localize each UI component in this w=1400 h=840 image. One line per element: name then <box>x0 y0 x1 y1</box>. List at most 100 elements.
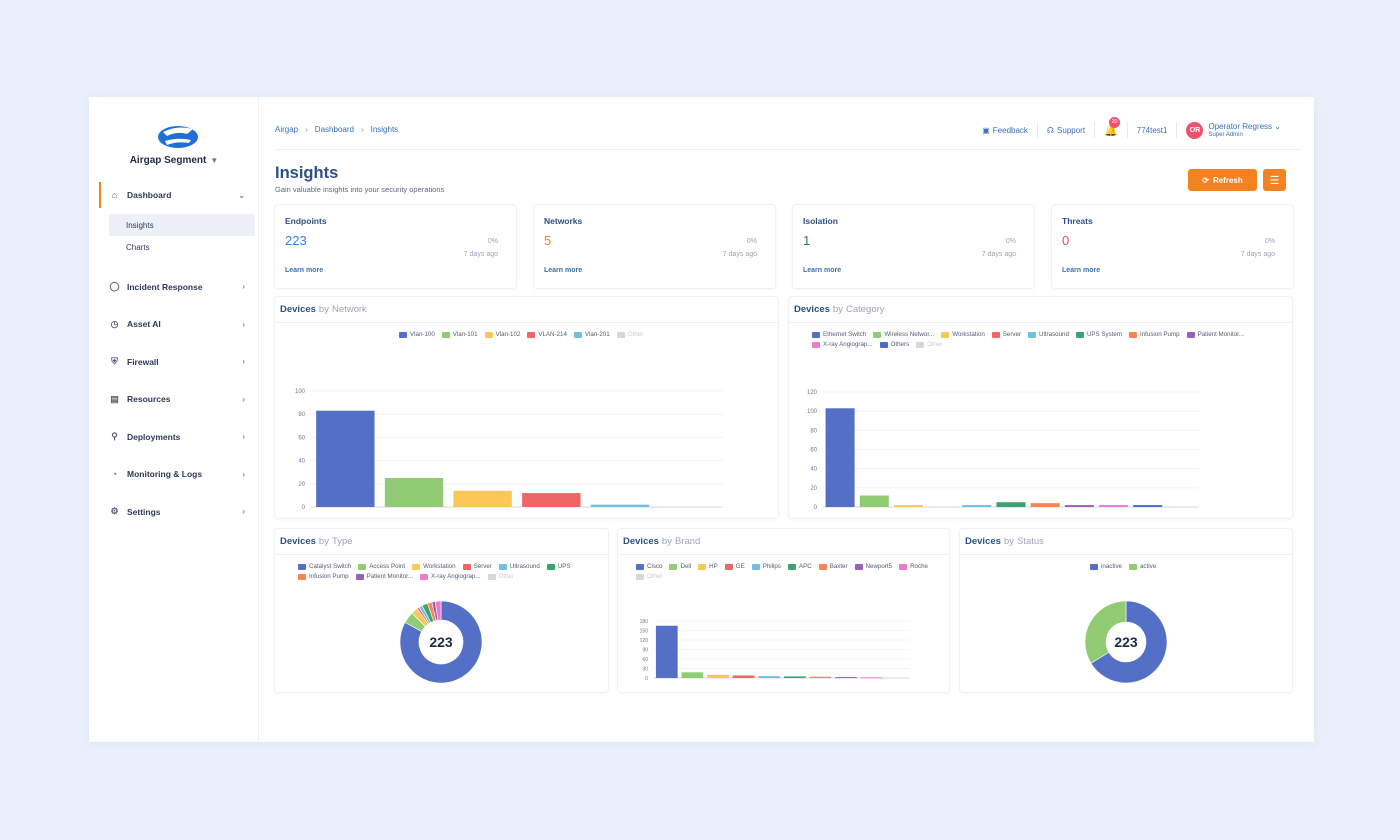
chart-legend: Cisco Dell HP GE Philips APC Baxter Newport5 Roc… <box>636 563 941 580</box>
legend-item[interactable]: GE <box>724 563 745 570</box>
header-divider <box>275 149 1302 150</box>
learn-more-link[interactable]: Learn more <box>544 267 583 274</box>
sidebar-item-firewall[interactable]: ⛨ Firewall › <box>99 343 255 381</box>
sidebar-item-monitoring-logs[interactable]: ◔ Monitoring & Logs › <box>99 456 255 494</box>
legend-item[interactable]: UPS <box>546 563 571 570</box>
breadcrumb-insights[interactable]: Insights <box>370 125 399 134</box>
legend-item[interactable]: Patient Monitor... <box>1186 331 1244 338</box>
legend-item[interactable]: Other <box>636 573 662 580</box>
legend-label: Other <box>627 331 644 338</box>
y-tick-label: 150 <box>640 629 649 635</box>
legend-item[interactable]: Server <box>462 563 492 570</box>
legend-label: Cisco <box>647 563 663 570</box>
chart-devices-by-category: 0 20 40 60 80 100 120 <box>807 390 1199 511</box>
legend-item[interactable]: Infusion Pump <box>1129 331 1180 338</box>
sidebar: Airgap Segment ▼ ⌂ Dashboard ⌄ Insights C… <box>89 97 259 742</box>
legend-item[interactable]: inactive <box>1090 563 1122 570</box>
legend-item[interactable]: APC <box>787 563 812 570</box>
legend-swatch <box>1128 563 1137 570</box>
refresh-icon: ⟳ <box>1202 175 1209 185</box>
panel-title: Devices by Network <box>280 304 367 315</box>
sidebar-item-label: Incident Response <box>127 281 203 292</box>
legend-item[interactable]: X-ray Angiograp... <box>812 341 873 348</box>
legend-item[interactable]: Philips <box>751 563 781 570</box>
sidebar-item-resources[interactable]: ▤ Resources › <box>99 381 255 419</box>
sidebar-subitem-insights[interactable]: Insights <box>109 214 255 236</box>
stat-change: 0% <box>746 238 757 245</box>
sidebar-item-settings[interactable]: ⚙ Settings › <box>99 493 255 531</box>
y-tick-label: 0 <box>814 505 818 511</box>
legend-item[interactable]: Vlan-101 <box>441 331 478 338</box>
support-button[interactable]: ☊ Support <box>1038 122 1096 138</box>
legend-swatch <box>358 563 367 570</box>
y-tick-label: 120 <box>807 390 818 396</box>
legend-item[interactable]: Baxter <box>818 563 848 570</box>
legend-item[interactable]: Ethernet Switch <box>812 331 866 338</box>
legend-item[interactable]: Catalyst Switch <box>298 563 351 570</box>
learn-more-link[interactable]: Learn more <box>1062 267 1101 274</box>
legend-item[interactable]: HP <box>698 563 718 570</box>
sidebar-item-incident-response[interactable]: ◯ Incident Response › <box>99 268 255 306</box>
legend-label: Philips <box>762 563 781 570</box>
tenant-label[interactable]: 774test1 <box>1128 122 1178 138</box>
stat-label: Endpoints <box>285 216 327 226</box>
sidebar-item-dashboard[interactable]: ⌂ Dashboard ⌄ <box>99 182 255 208</box>
legend-item[interactable]: Wireless Networ... <box>873 331 934 338</box>
legend-item[interactable]: Dell <box>669 563 691 570</box>
legend-item[interactable]: Infusion Pump <box>298 573 349 580</box>
breadcrumb-dashboard[interactable]: Dashboard <box>314 125 354 134</box>
legend-item[interactable]: Vlan-201 <box>573 331 610 338</box>
legend-item[interactable]: Other <box>616 331 644 338</box>
legend-item[interactable]: Vlan-100 <box>399 331 435 338</box>
legend-label: UPS <box>557 563 571 570</box>
learn-more-link[interactable]: Learn more <box>803 267 842 274</box>
legend-item[interactable]: X-ray Angiograp... <box>420 573 481 580</box>
sidebar-item-asset-ai[interactable]: ◷ Asset AI › <box>99 306 255 344</box>
notification-count-badge: 20 <box>1109 116 1121 128</box>
legend-swatch <box>818 563 827 570</box>
bar-ultrasound <box>962 505 992 507</box>
feedback-button[interactable]: ▣ Feedback <box>973 122 1038 138</box>
legend-item[interactable]: Workstation <box>412 563 456 570</box>
refresh-button[interactable]: ⟳ Refresh <box>1188 169 1257 191</box>
legend-item[interactable]: Ultrasound <box>498 563 540 570</box>
legend-item[interactable]: Other <box>487 573 514 580</box>
user-menu[interactable]: OR Operator Regress ⌄ Super Admin <box>1177 119 1290 141</box>
legend-item[interactable]: VLAN-214 <box>527 331 567 338</box>
notifications-button[interactable]: 🔔 20 <box>1095 116 1128 138</box>
brand-logo-icon[interactable] <box>157 123 199 154</box>
chevron-right-icon: › <box>242 282 245 292</box>
legend-item[interactable]: Other <box>916 341 943 348</box>
legend-item[interactable]: Ultrasound <box>1028 331 1069 338</box>
legend-item[interactable]: Patient Monitor... <box>355 573 413 580</box>
y-tick-label: 20 <box>810 486 817 492</box>
legend-item[interactable]: UPS System <box>1075 331 1122 338</box>
legend-swatch <box>298 563 306 570</box>
legend-label: Catalyst Switch <box>309 563 352 570</box>
segment-selector[interactable]: Airgap Segment ▼ <box>89 155 259 166</box>
y-tick-label: 20 <box>298 482 305 488</box>
y-tick-label: 80 <box>298 412 305 418</box>
bar-dell <box>681 672 704 678</box>
sidebar-item-deployments[interactable]: ⚲ Deployments › <box>99 418 255 456</box>
legend-item[interactable]: Vlan-102 <box>484 331 520 338</box>
breadcrumb-airgap[interactable]: Airgap <box>275 125 299 134</box>
learn-more-link[interactable]: Learn more <box>285 267 324 274</box>
bar-ups-system <box>996 502 1026 507</box>
legend-swatch <box>498 563 507 570</box>
legend-item[interactable]: Roche <box>899 563 928 570</box>
legend-item[interactable]: Server <box>991 331 1021 338</box>
panel-title: Devices by Status <box>965 536 1044 547</box>
legend-label: Workstation <box>423 563 456 570</box>
legend-label: Other <box>647 573 663 580</box>
legend-item[interactable]: Workstation <box>941 331 985 338</box>
legend-item[interactable]: Others <box>879 341 909 348</box>
legend-item[interactable]: Newport5 <box>854 563 892 570</box>
sidebar-subitem-charts[interactable]: Charts <box>126 242 150 252</box>
legend-swatch <box>527 331 536 338</box>
legend-item[interactable]: active <box>1128 563 1156 570</box>
legend-item[interactable]: Cisco <box>636 563 662 570</box>
legend-item[interactable]: Access Point <box>358 563 405 570</box>
legend-swatch <box>484 331 493 338</box>
menu-button[interactable]: ☰ <box>1263 169 1286 191</box>
